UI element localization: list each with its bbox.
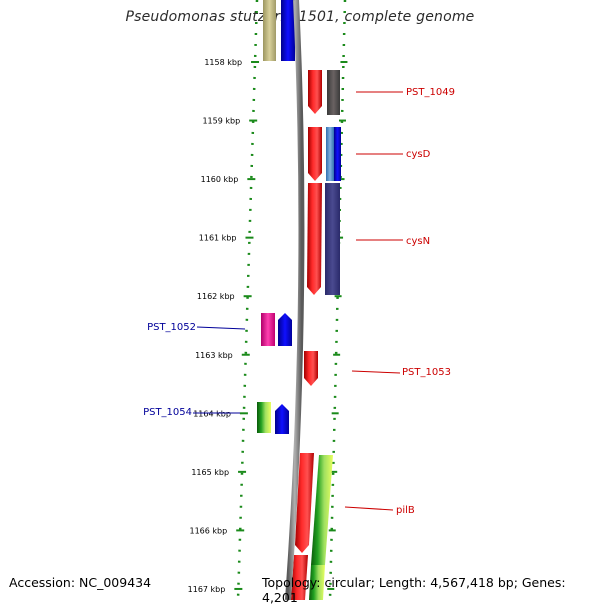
gene-labels: PST_1049 cysD cysN PST_1052 PST_1053 PST… [143,87,455,516]
gene-cysD[interactable] [308,127,322,181]
leader-lines [193,91,403,511]
tick-label: 1167 kbp [188,585,226,594]
gene-pst1054[interactable] [257,402,271,433]
tick-label: 1160 kbp [201,175,239,184]
tick-label: 1158 kbp [204,58,242,67]
tick-labels: 1158 kbp 1159 kbp 1160 kbp 1161 kbp 1162 kbp… [188,58,242,594]
genome-title: Pseudomonas stutzeri A1501, complete gen… [125,9,475,25]
gene-grey[interactable] [327,70,340,115]
leader-pilB [344,506,394,511]
gene-blue-1054[interactable] [275,404,289,434]
accession-text: Accession: NC_009434 [9,575,152,590]
tick-label: 1163 kbp [195,351,233,360]
gene-blue-cys[interactable] [334,127,341,181]
tick-label: 1161 kbp [199,234,237,243]
gene-ltblue[interactable] [326,127,334,181]
genome-stats-text: Topology: circular; Length: 4,567,418 bp… [262,575,566,605]
tick-label: 1159 kbp [202,117,240,126]
label-pst1054[interactable]: PST_1054 [143,407,192,418]
tick-label: 1164 kbp [193,409,231,418]
right-dashed-track [328,0,347,600]
gene-blue-top[interactable] [281,0,295,61]
gene-slate[interactable] [325,183,340,295]
dashed-tracks [236,0,347,600]
label-pst1049[interactable]: PST_1049 [406,87,455,98]
gene-red-large[interactable] [295,453,314,553]
gene-pst1052[interactable] [261,313,275,346]
leader-pst1052 [196,326,246,330]
gene-pst1053[interactable] [304,351,318,386]
tick-label: 1165 kbp [191,468,229,477]
label-pst1052[interactable]: PST_1052 [147,322,196,333]
label-pst1053[interactable]: PST_1053 [402,367,451,378]
gene-khaki[interactable] [263,0,276,61]
chromosome-backbone [285,0,305,600]
gene-cysN[interactable] [307,183,322,295]
genes [257,0,341,600]
gene-pilB[interactable] [311,455,333,565]
tick-label: 1166 kbp [190,526,228,535]
gene-blue-1052[interactable] [278,313,292,346]
gene-pst1049[interactable] [308,70,322,114]
left-dashed-track [236,0,259,600]
label-pilB[interactable]: pilB [396,505,415,516]
tick-label: 1162 kbp [197,292,235,301]
label-cysN[interactable]: cysN [406,236,430,247]
label-cysD[interactable]: cysD [406,149,431,160]
gene-red-bottom[interactable] [291,555,308,600]
leader-pst1053 [351,370,401,374]
gene-green-bottom[interactable] [309,565,325,600]
